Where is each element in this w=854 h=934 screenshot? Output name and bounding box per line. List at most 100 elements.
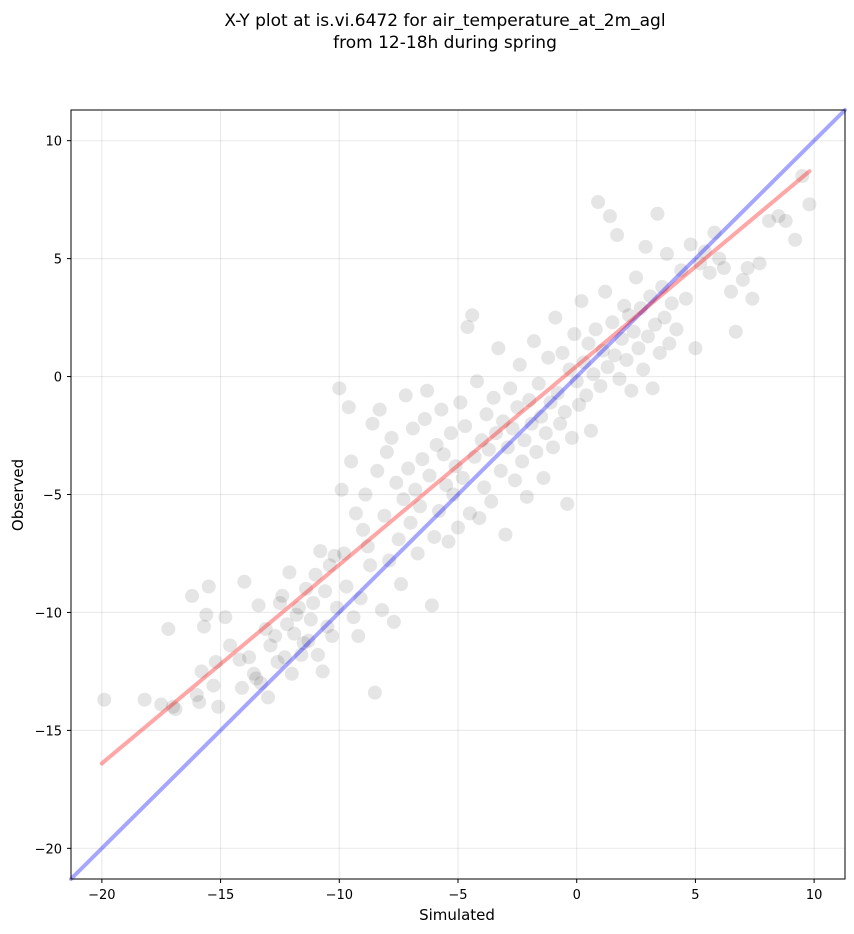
data-point [550, 386, 565, 401]
data-point [251, 598, 266, 613]
x-tick-label: 0 [573, 888, 581, 903]
data-point [707, 225, 722, 240]
data-point [462, 506, 477, 521]
data-point [379, 445, 394, 460]
data-point [206, 678, 221, 693]
data-point [154, 697, 169, 712]
lines-layer [69, 108, 847, 881]
data-point [498, 527, 513, 542]
data-point [161, 621, 176, 636]
data-point [280, 617, 295, 632]
data-point [448, 459, 463, 474]
data-point [735, 272, 750, 287]
data-point [472, 511, 487, 526]
data-point [417, 412, 432, 427]
data-point [683, 237, 698, 252]
data-point [617, 298, 632, 313]
data-point [788, 232, 803, 247]
data-point [277, 650, 292, 665]
data-point [208, 654, 223, 669]
data-point [351, 629, 366, 644]
data-point [481, 442, 496, 457]
data-point [650, 206, 665, 221]
data-point [443, 426, 458, 441]
data-point [659, 246, 674, 261]
data-point [408, 482, 423, 497]
y-tick-label: −10 [35, 606, 62, 621]
data-point [802, 197, 817, 212]
data-point [232, 652, 247, 667]
data-point [612, 371, 627, 386]
data-point [602, 209, 617, 224]
data-point [356, 522, 371, 537]
x-tick-label: −10 [326, 888, 353, 903]
data-point [194, 664, 209, 679]
data-point [629, 270, 644, 285]
y-axis-ticks: −20 −15 −10 −5 0 5 10 [35, 135, 71, 857]
y-tick-label: 10 [45, 135, 62, 150]
data-point [308, 567, 323, 582]
data-point [488, 426, 503, 441]
data-point [588, 322, 603, 337]
data-point [567, 327, 582, 342]
data-point [201, 579, 216, 594]
data-point [534, 409, 549, 424]
data-point [607, 348, 622, 363]
data-point [524, 416, 539, 431]
data-point [728, 324, 743, 339]
data-point [645, 381, 660, 396]
data-point [168, 702, 183, 717]
data-point [420, 383, 435, 398]
data-point [674, 263, 689, 278]
data-point [410, 546, 425, 561]
data-point [500, 440, 515, 455]
data-point [386, 614, 401, 629]
data-point [458, 419, 473, 434]
data-point [614, 331, 629, 346]
x-axis-label: Simulated [419, 906, 495, 924]
data-point [548, 310, 563, 325]
data-point [662, 336, 677, 351]
data-point [664, 296, 679, 311]
data-point [398, 388, 413, 403]
data-point [778, 213, 793, 228]
data-point [474, 433, 489, 448]
data-point [712, 251, 727, 266]
data-point [605, 315, 620, 330]
data-point [294, 647, 309, 662]
data-point [432, 504, 447, 519]
data-point [593, 378, 608, 393]
data-point [296, 636, 311, 651]
data-point [564, 430, 579, 445]
data-point [196, 619, 211, 634]
data-point [496, 414, 511, 429]
data-point [479, 407, 494, 422]
data-point [275, 588, 290, 603]
data-point [415, 452, 430, 467]
data-point [318, 584, 333, 599]
data-point [237, 574, 252, 589]
data-point [795, 169, 810, 184]
data-point [320, 619, 335, 634]
data-point [332, 381, 347, 396]
data-point [268, 629, 283, 644]
data-point [315, 664, 330, 679]
data-point [636, 362, 651, 377]
data-point [545, 440, 560, 455]
data-point [446, 487, 461, 502]
data-point [272, 596, 287, 611]
data-point [538, 426, 553, 441]
data-point [657, 310, 672, 325]
data-point [327, 548, 342, 563]
data-point [253, 676, 268, 691]
data-point [586, 367, 601, 382]
data-point [536, 470, 551, 485]
data-point [465, 308, 480, 323]
y-tick-label: −20 [35, 842, 62, 857]
x-tick-label: 10 [806, 888, 823, 903]
data-point [633, 301, 648, 316]
data-point [510, 400, 525, 415]
data-point [451, 520, 465, 535]
data-point [384, 430, 399, 445]
data-point [631, 341, 646, 356]
